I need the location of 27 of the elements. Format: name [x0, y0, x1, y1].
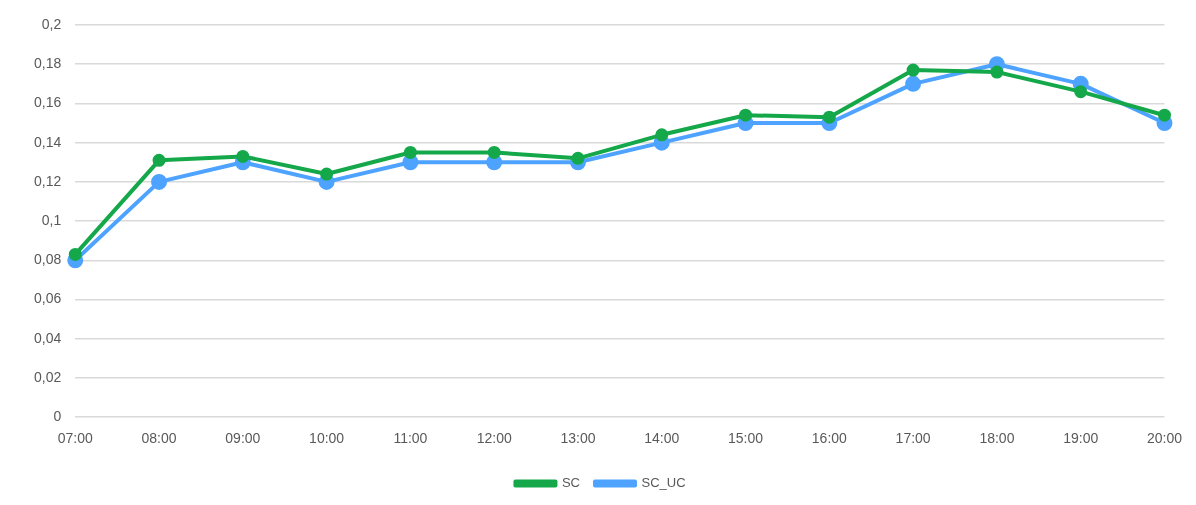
- x-tick-label: 09:00: [225, 430, 261, 447]
- legend-label: SC: [561, 475, 580, 491]
- y-tick-label: 0,06: [34, 290, 62, 307]
- y-tick-label: 0: [53, 408, 62, 425]
- x-tick-label: 19:00: [1063, 430, 1099, 447]
- y-tick-label: 0,04: [34, 329, 62, 346]
- x-tick-label: 13:00: [560, 430, 596, 447]
- x-tick-label: 18:00: [979, 430, 1015, 447]
- x-tick-label: 10:00: [309, 430, 345, 447]
- x-tick-label: 14:00: [644, 430, 680, 447]
- y-tick-label: 0,16: [34, 94, 62, 111]
- y-tick-label: 0,14: [34, 133, 62, 150]
- legend-label: SC_UC: [641, 475, 686, 491]
- x-tick-label: 12:00: [476, 430, 512, 447]
- y-tick-label: 0,12: [34, 172, 62, 189]
- y-tick-label: 0,18: [34, 55, 62, 72]
- y-tick-label: 0,02: [34, 368, 62, 385]
- x-tick-label: 08:00: [141, 430, 177, 447]
- x-tick-label: 07:00: [57, 430, 93, 447]
- y-tick-label: 0,1: [41, 211, 62, 228]
- x-tick-label: 16:00: [811, 430, 848, 447]
- y-tick-label: 0,2: [41, 15, 62, 32]
- x-tick-label: 20:00: [1146, 430, 1183, 447]
- x-tick-label: 17:00: [895, 430, 931, 447]
- y-tick-label: 0,08: [34, 251, 62, 268]
- x-tick-label: 11:00: [393, 430, 428, 447]
- x-tick-label: 15:00: [728, 430, 764, 447]
